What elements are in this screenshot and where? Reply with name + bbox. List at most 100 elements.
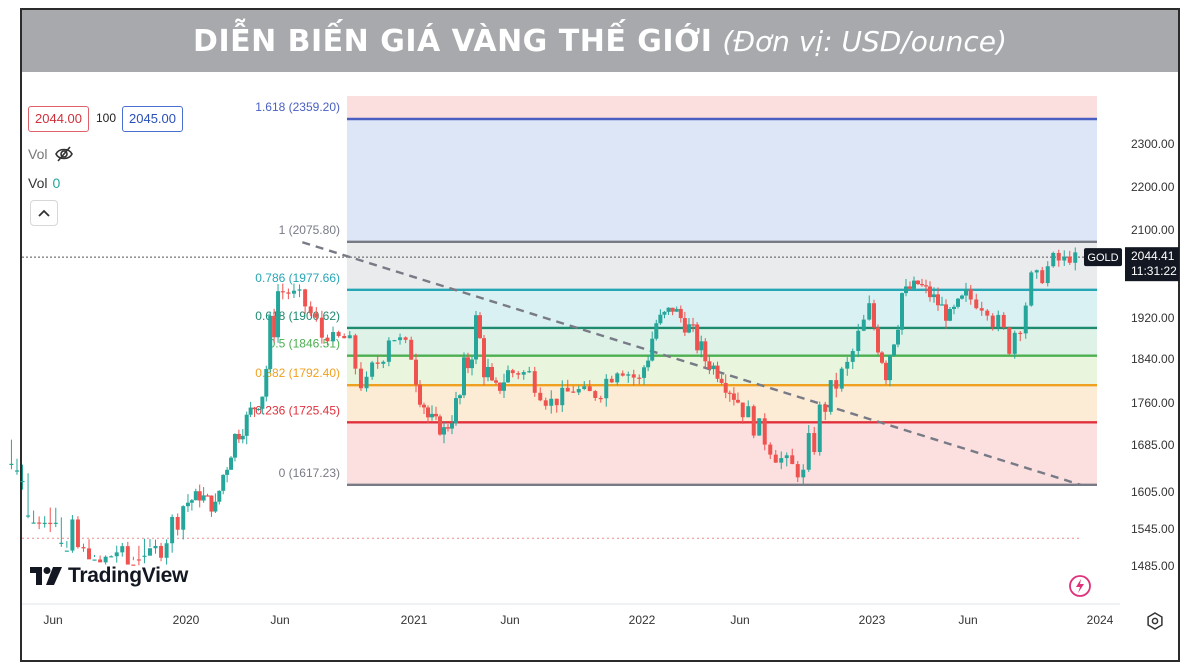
candle [576,385,581,396]
eye-crossed-icon[interactable] [54,144,74,164]
volume-row: Vol 0 [28,175,60,191]
candle-body [244,414,249,436]
candle [260,396,265,415]
fib-zone [347,327,1097,356]
candle-body [418,384,422,405]
candle [409,336,414,360]
candle [398,333,403,345]
fib-level-label: 0.786 (1977.66) [255,271,340,285]
candle [960,294,964,300]
candle [598,395,603,403]
candle-body [442,427,446,435]
candle-body [543,400,548,406]
volume-hidden-row: Vol [28,146,47,162]
settings-gear-icon[interactable] [1146,612,1164,630]
candle-body [719,378,724,383]
candle-body [731,393,736,400]
candle [229,456,234,470]
candle-body [784,455,789,459]
candle [735,392,740,404]
candle [20,464,25,490]
last-price-tag: 2044.41 [1131,249,1175,263]
candle [450,415,454,435]
candle-body [232,433,237,458]
candle-body [587,386,592,392]
candle [944,299,948,329]
candle-body [280,291,285,293]
candle [153,539,158,554]
candle-body [147,548,152,556]
fib-levels: 1.618 (2359.20) 1 (2075.80) 0.786 (1977.66… [255,100,1097,487]
candle [303,288,308,315]
candle-body [426,407,430,418]
candle-body [9,463,14,465]
candle [856,323,861,358]
candle [571,386,576,393]
candle-body [185,502,190,507]
y-tick-label: 1545.00 [1131,522,1175,536]
candle [723,374,728,399]
candle-body [53,522,58,524]
candle [418,380,422,408]
candle [392,339,397,342]
candle [762,413,767,451]
candle-body [571,391,576,393]
candle [164,539,169,565]
candle [358,362,363,391]
x-tick-label: 2020 [173,613,200,627]
candle-body [861,319,866,331]
candle [654,319,659,341]
collapse-button[interactable] [30,200,58,226]
ask-price-button[interactable]: 2045.00 [122,106,183,132]
fib-level-label: 0.382 (1792.40) [255,366,340,380]
candle-body [806,433,811,470]
candle [159,542,164,562]
candle-body [438,416,442,435]
candle [727,390,732,402]
candle-body [527,371,532,373]
candle-body [414,359,418,385]
candle [1034,269,1039,279]
candle-body [900,293,904,330]
candle [695,322,700,354]
candle [26,473,31,519]
candle-body [120,546,125,553]
candle [1067,250,1072,265]
candle [1073,247,1078,271]
candle-body [170,516,175,544]
candle [751,404,756,439]
candle [75,516,80,549]
candle [658,309,663,325]
candle-body [1012,332,1017,354]
candle-body [757,418,762,436]
candles [9,247,1078,566]
candle [587,380,592,392]
candle-body [996,314,1001,328]
candle [538,387,543,402]
logo-text: TradingView [68,564,189,587]
candle-body [381,361,386,364]
candle [331,326,336,343]
candle [985,309,990,321]
lightning-icon[interactable] [1068,574,1092,598]
candle [364,371,369,392]
candle [839,366,844,392]
candle-body [131,564,136,566]
bid-price-button[interactable]: 2044.00 [28,106,89,132]
candle [454,391,458,426]
candle [347,331,352,339]
candle [280,283,285,300]
candle-body [236,433,241,440]
candle-body [409,339,414,360]
candle [884,360,888,385]
y-tick-label: 1760.00 [1131,396,1175,410]
candle-body [466,357,470,369]
candle-body [876,327,880,353]
candle-body [450,423,454,429]
candle [490,363,494,382]
candle [506,365,510,383]
candle-body [240,435,245,440]
candle-body [817,404,822,453]
candle [438,414,442,436]
